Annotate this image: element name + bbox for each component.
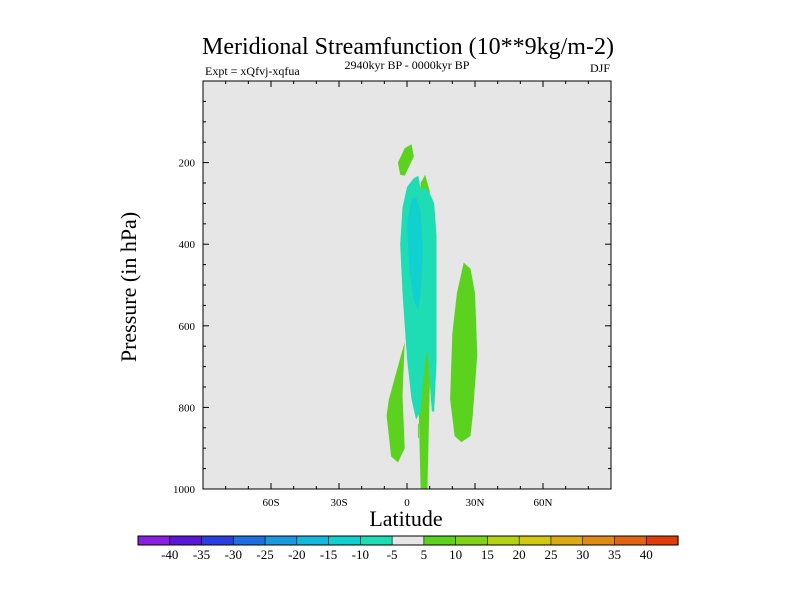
colorbar-label: 30	[576, 547, 589, 562]
colorbar-label: -35	[193, 547, 210, 562]
colorbar-swatch-11	[487, 535, 520, 546]
colorbar-frame	[137, 535, 679, 546]
period-label: 2940kyr BP - 0000kyr BP	[345, 58, 470, 72]
y-axis-label: Pressure (in hPa)	[116, 212, 141, 362]
colorbar-swatch-13	[550, 535, 584, 546]
contour-regions	[386, 144, 478, 490]
y-tick-label: 200	[179, 158, 196, 170]
colorbar: -40 -35 -30 -25 -20 -15 -10 -5 5 10 15 20 25 30 35 40	[137, 535, 679, 562]
x-axis-label: Latitude	[369, 506, 442, 531]
colorbar-label: 40	[640, 547, 653, 562]
contour-region-1	[397, 144, 414, 176]
colorbar-label: -30	[225, 547, 242, 562]
colorbar-label: 15	[481, 547, 494, 562]
colorbar-label: 5	[421, 547, 428, 562]
colorbar-swatch-12	[518, 535, 552, 546]
colorbar-label: 25	[544, 547, 557, 562]
colorbar-swatch-8	[391, 535, 425, 546]
chart-title: Meridional Streamfunction (10**9kg/m-2)	[202, 34, 614, 60]
contour-region-6	[407, 197, 423, 310]
x-tick-label: 60N	[534, 497, 553, 509]
colorbar-swatch-2	[201, 535, 234, 546]
contour-region-3	[450, 262, 478, 443]
colorbar-swatch-14	[582, 535, 616, 546]
colorbar-label: -25	[256, 547, 273, 562]
colorbar-label: -15	[320, 547, 337, 562]
colorbar-swatch-3	[232, 535, 266, 546]
colorbar-label: -20	[288, 547, 305, 562]
colorbar-swatch-6	[328, 535, 361, 546]
x-tick-label: 0	[404, 497, 410, 509]
season-label: DJF	[590, 61, 610, 75]
contour-region-2	[386, 342, 405, 463]
colorbar-label: -5	[387, 547, 398, 562]
colorbar-swatch-5	[296, 535, 330, 546]
colorbar-label: -10	[352, 547, 369, 562]
colorbar-swatch-9	[423, 535, 457, 546]
experiment-label: Expt = xQfvj-xqfua	[205, 64, 300, 78]
axis-ticks: 200 400 600 800 1000 60S 30S 0 30N 60N	[173, 81, 611, 509]
colorbar-label: -40	[161, 547, 178, 562]
colorbar-swatch-10	[455, 535, 489, 546]
colorbar-swatch-7	[360, 535, 393, 546]
colorbar-label: 35	[608, 547, 621, 562]
y-tick-label: 600	[179, 321, 196, 333]
colorbar-swatch-0	[137, 535, 171, 546]
colorbar-swatch-4	[264, 535, 298, 546]
x-tick-label: 60S	[262, 497, 279, 509]
colorbar-swatch-16	[645, 535, 679, 546]
contour-region-4	[417, 423, 419, 438]
colorbar-label: 10	[449, 547, 462, 562]
colorbar-swatch-1	[169, 535, 203, 546]
y-tick-label: 1000	[173, 484, 196, 496]
y-tick-label: 400	[179, 239, 196, 251]
x-tick-label: 30N	[466, 497, 485, 509]
colorbar-swatch-15	[614, 535, 647, 546]
colorbar-label: 20	[513, 547, 526, 562]
x-tick-label: 30S	[330, 497, 347, 509]
y-tick-label: 800	[179, 402, 196, 414]
